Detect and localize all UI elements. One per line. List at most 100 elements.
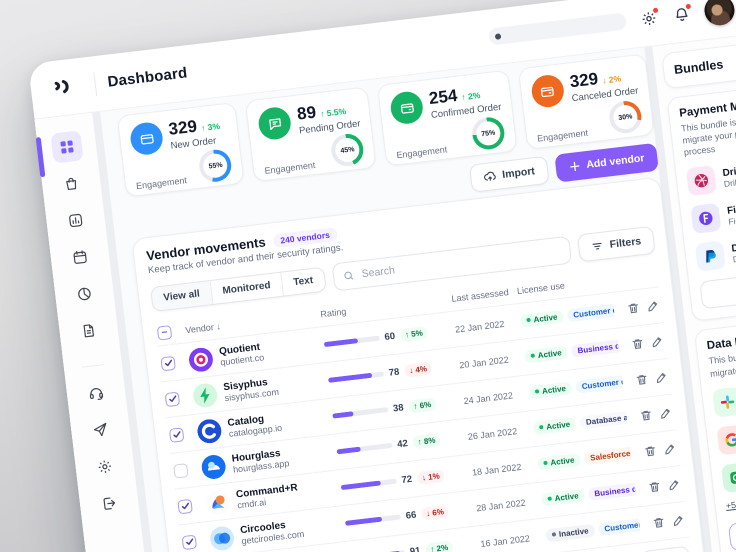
notification-dot <box>652 7 659 13</box>
table-row[interactable]: Layers 91 ↑ 2% 16 Jan 2022 InactiveCusto… <box>182 500 690 552</box>
edit-pencil-icon[interactable] <box>654 370 668 384</box>
vendor-avatar <box>204 489 231 516</box>
row-checkbox[interactable] <box>173 462 189 479</box>
row-checkbox[interactable] <box>160 355 176 371</box>
sidebar-item-support[interactable] <box>80 377 113 410</box>
edit-pencil-icon[interactable] <box>646 298 660 312</box>
plus-icon <box>569 161 580 172</box>
rating-value: 91 <box>409 545 422 552</box>
last-assessed-date: 24 Jan 2022 <box>462 389 514 406</box>
more-link[interactable]: +5 more <box>725 497 736 511</box>
bundle-item[interactable]: Dribbble Dribbble.com <box>685 138 736 197</box>
rating-bar <box>332 407 389 419</box>
page-title: Dashboard <box>106 64 189 91</box>
table-row[interactable]: Hourglass hourglass.app 42 ↑ 8% 26 Jan 2… <box>169 393 677 489</box>
user-avatar[interactable] <box>702 0 736 27</box>
search-dot-icon <box>494 32 502 40</box>
stat-value: 254 <box>427 85 459 109</box>
rating-trend-badge: ↓ 4% <box>403 361 433 378</box>
license-badge: Customer data <box>597 518 641 537</box>
table-row[interactable]: Circooles getcirooles.com 66 ↓ 6% 28 Jan… <box>178 465 685 552</box>
bundle-item[interactable]: Figma Figma.com <box>690 176 736 235</box>
license-badge: Salesforce <box>583 446 632 466</box>
engagement-ring: 45% <box>329 132 366 168</box>
row-checkbox[interactable] <box>168 426 185 443</box>
bundle-item-title: Figma <box>726 202 736 217</box>
rating-trend-badge: ↓ 6% <box>420 504 450 521</box>
logout-icon <box>100 495 118 513</box>
table-row[interactable]: Catalog catalogapp.io 38 ↑ 6% 24 Jan 202… <box>165 357 673 454</box>
delete-icon[interactable] <box>647 480 661 494</box>
tab-view-all[interactable]: View all <box>151 280 212 311</box>
edit-pencil-icon[interactable] <box>663 441 677 455</box>
last-assessed-date: 16 Jan 2022 <box>479 532 531 549</box>
filters-button[interactable]: Filters <box>577 225 656 263</box>
vendor-avatar <box>209 525 236 552</box>
last-assessed-date: 20 Jan 2022 <box>458 354 510 370</box>
table-row[interactable]: Sisyphus sisyphus.com 78 ↓ 4% 20 Jan 202… <box>161 322 668 418</box>
row-checkbox[interactable] <box>177 498 193 514</box>
table-row[interactable]: Command+R cmdr.ai 72 ↓ 1% 18 Jan 2022 Ac… <box>173 429 681 525</box>
sidebar-item-analytics[interactable] <box>59 204 92 237</box>
search-input-wrap[interactable] <box>331 235 573 292</box>
tab-monitored[interactable]: Monitored <box>209 272 283 304</box>
row-checkbox[interactable] <box>181 534 198 550</box>
delete-icon[interactable] <box>652 515 666 529</box>
bundle-item[interactable] <box>712 359 736 418</box>
notification-dot <box>685 3 692 9</box>
stat-trend: ↑ 5.5% <box>319 105 347 119</box>
delete-icon[interactable] <box>643 444 657 458</box>
delete-icon[interactable] <box>639 408 653 422</box>
bundle-item[interactable] <box>716 396 736 456</box>
settings-gear-icon[interactable] <box>638 7 660 29</box>
main-content: 329 ↑ 3% New Order Engagement 55% 89 ↑ 5… <box>100 47 725 552</box>
bell-icon[interactable] <box>671 3 693 25</box>
vendor-avatar <box>188 346 215 373</box>
search-input[interactable] <box>358 243 562 282</box>
license-badge: Customer data <box>575 375 624 394</box>
divider <box>93 71 98 96</box>
edit-pencil-icon[interactable] <box>667 477 681 491</box>
edit-pencil-icon[interactable] <box>659 406 673 420</box>
bundle-item[interactable]: Dribbble Dribbble.com <box>694 213 736 273</box>
next-button[interactable]: Next <box>640 545 692 552</box>
bundle-card: Data Migration This bundle is designed t… <box>693 297 736 552</box>
calendar-icon <box>71 248 89 266</box>
add-vendor-button[interactable]: Add vendor <box>553 142 659 183</box>
sidebar-item-documents[interactable] <box>72 314 105 347</box>
edit-pencil-icon[interactable] <box>671 513 685 527</box>
license-badge: Database access <box>579 411 628 430</box>
sidebar-item-send[interactable] <box>84 413 117 446</box>
table-row[interactable]: Quotient quotient.co 60 ↑ 5% 22 Jan 2022… <box>157 286 664 382</box>
bundle-item-title: Dribbble <box>730 238 736 255</box>
select-all-checkbox[interactable]: – <box>156 325 173 341</box>
sidebar-item-calendar[interactable] <box>63 241 96 274</box>
sidebar-item-logout[interactable] <box>93 487 126 520</box>
delete-icon[interactable] <box>630 337 644 351</box>
edit-pencil-icon[interactable] <box>650 334 664 348</box>
slack-icon <box>712 386 736 418</box>
rating-bar <box>323 335 380 348</box>
row-checkbox[interactable] <box>164 391 181 407</box>
sidebar-item-dashboard[interactable] <box>50 130 84 164</box>
stat-card: 254 ↑ 2% Confirmed Order Engagement 75% <box>377 69 518 167</box>
delete-icon[interactable] <box>635 372 649 386</box>
engagement-label: Engagement <box>135 175 188 192</box>
bundle-item[interactable] <box>720 434 736 493</box>
filter-lines-icon <box>593 242 603 250</box>
delete-icon[interactable] <box>626 301 640 315</box>
rating-value: 38 <box>392 402 405 415</box>
search-bar[interactable] <box>488 12 628 46</box>
status-badge: Inactive <box>545 523 596 543</box>
sidebar-item-orders[interactable] <box>55 167 88 200</box>
sidebar-item-settings[interactable] <box>88 450 121 483</box>
engagement-ring: 55% <box>197 147 234 184</box>
search-icon <box>344 271 353 280</box>
import-button[interactable]: Import <box>468 155 550 193</box>
wallet-icon <box>529 73 566 109</box>
actions-row: Import Add vendor <box>127 142 659 233</box>
sidebar-item-reports[interactable] <box>68 277 101 310</box>
tab-text[interactable]: Text <box>280 267 326 296</box>
